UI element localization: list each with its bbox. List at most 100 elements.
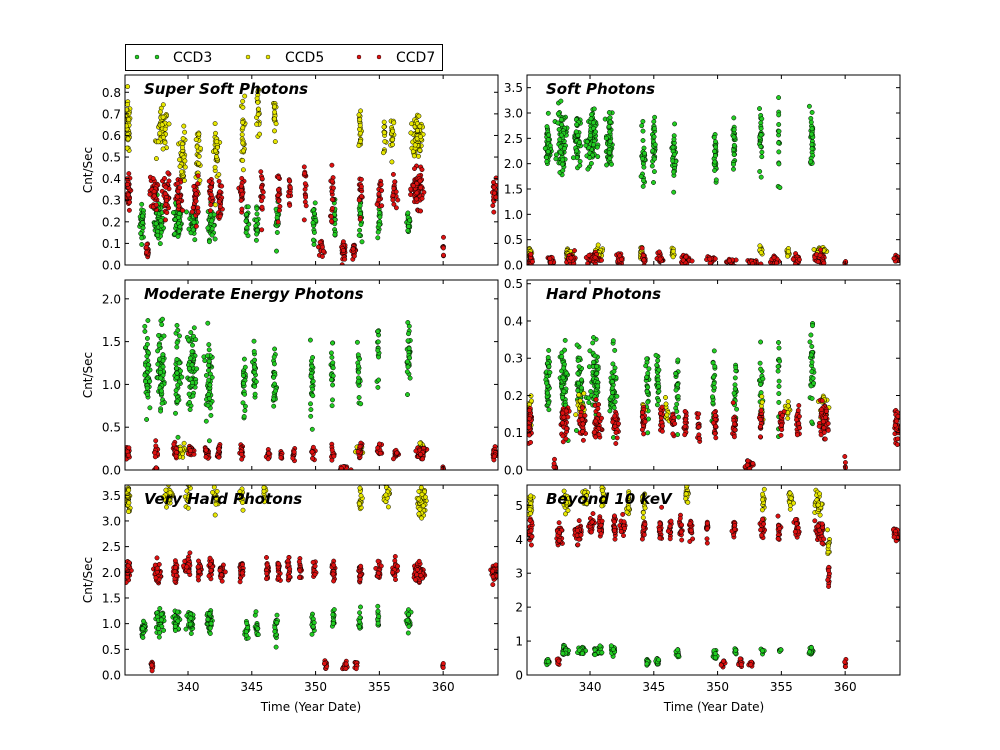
point-ccd7	[790, 256, 796, 262]
point-ccd3	[254, 211, 260, 217]
point-ccd7	[821, 260, 827, 265]
point-ccd7	[175, 188, 181, 194]
point-ccd3	[205, 225, 211, 231]
point-ccd3	[141, 618, 146, 624]
point-ccd5	[664, 412, 670, 418]
point-ccd7	[276, 175, 282, 180]
point-ccd3	[545, 390, 550, 396]
point-ccd3	[713, 144, 719, 150]
point-ccd3	[592, 353, 598, 359]
point-ccd3	[405, 630, 411, 636]
point-ccd5	[581, 390, 587, 396]
y-tick-label: 1.5	[504, 183, 523, 197]
plot-area	[125, 485, 498, 675]
point-ccd5	[181, 123, 187, 129]
point-ccd5	[417, 147, 423, 153]
point-ccd7	[126, 207, 132, 213]
point-ccd3	[178, 368, 183, 374]
point-ccd3	[375, 384, 381, 390]
point-ccd3	[174, 375, 180, 381]
point-ccd3	[209, 218, 215, 224]
point-ccd7	[659, 428, 665, 434]
point-ccd5	[182, 158, 188, 164]
point-ccd3	[145, 365, 151, 371]
point-ccd7	[276, 198, 282, 204]
point-ccd3	[607, 115, 613, 121]
point-ccd3	[175, 434, 181, 440]
point-ccd3	[672, 121, 678, 127]
point-ccd5	[381, 119, 387, 125]
point-ccd5	[358, 493, 364, 499]
point-ccd3	[776, 161, 782, 167]
point-ccd3	[555, 120, 561, 126]
point-ccd7	[265, 456, 271, 462]
point-ccd3	[187, 407, 193, 413]
point-ccd3	[172, 628, 178, 633]
point-ccd3	[357, 619, 363, 625]
point-ccd5	[125, 84, 131, 90]
point-ccd3	[375, 603, 381, 609]
point-ccd7	[568, 255, 574, 261]
point-ccd7	[390, 192, 396, 198]
point-ccd5	[357, 126, 362, 132]
point-ccd7	[193, 191, 199, 197]
point-ccd7	[843, 471, 847, 475]
point-ccd3	[157, 356, 163, 362]
point-ccd3	[732, 375, 738, 381]
point-ccd3	[328, 350, 334, 356]
point-ccd7	[189, 209, 195, 215]
point-ccd3	[808, 119, 814, 125]
point-ccd3	[558, 98, 564, 104]
point-ccd3	[585, 166, 591, 172]
point-ccd7	[163, 201, 169, 207]
point-ccd3	[650, 148, 656, 154]
point-ccd3	[558, 384, 564, 389]
legend-label-ccd7: CCD7	[396, 50, 435, 66]
point-ccd3	[356, 624, 362, 630]
point-ccd3	[331, 607, 337, 613]
point-ccd5	[125, 123, 129, 129]
y-tick-label: 0.5	[102, 151, 121, 165]
point-ccd3	[712, 159, 718, 165]
point-ccd3	[645, 399, 651, 405]
point-ccd3	[357, 356, 363, 362]
point-ccd7	[184, 564, 190, 570]
point-ccd7	[563, 436, 569, 442]
scatter-points	[125, 84, 498, 265]
point-ccd7	[842, 454, 848, 459]
point-ccd3	[406, 611, 411, 617]
point-ccd7	[239, 191, 245, 197]
point-ccd7	[259, 227, 265, 233]
point-ccd3	[639, 123, 645, 129]
point-ccd7	[658, 410, 664, 416]
point-ccd7	[395, 197, 401, 203]
point-ccd7	[696, 424, 702, 430]
point-ccd5	[177, 164, 183, 169]
point-ccd7	[143, 244, 149, 250]
point-ccd3	[205, 402, 211, 408]
point-ccd3	[160, 316, 165, 322]
point-ccd3	[573, 428, 579, 433]
point-ccd7	[195, 173, 201, 179]
point-ccd3	[606, 150, 612, 156]
point-ccd3	[158, 369, 163, 375]
point-ccd7	[193, 223, 199, 229]
point-ccd3	[558, 149, 564, 155]
point-ccd3	[574, 342, 580, 348]
point-ccd3	[640, 156, 646, 162]
y-tick-label: 0.7	[102, 107, 121, 121]
point-ccd3	[809, 146, 815, 152]
point-ccd5	[381, 124, 387, 130]
point-ccd3	[251, 364, 257, 370]
point-ccd7	[390, 171, 396, 177]
point-ccd7	[794, 432, 800, 438]
point-ccd3	[194, 366, 200, 372]
point-ccd3	[310, 393, 316, 399]
point-ccd7	[171, 441, 177, 447]
point-ccd5	[240, 158, 246, 163]
y-tick-label: 0.0	[102, 464, 121, 478]
point-ccd7	[206, 178, 212, 184]
y-tick-label: 0.6	[102, 129, 121, 143]
point-ccd7	[125, 182, 130, 188]
point-ccd7	[260, 194, 266, 200]
